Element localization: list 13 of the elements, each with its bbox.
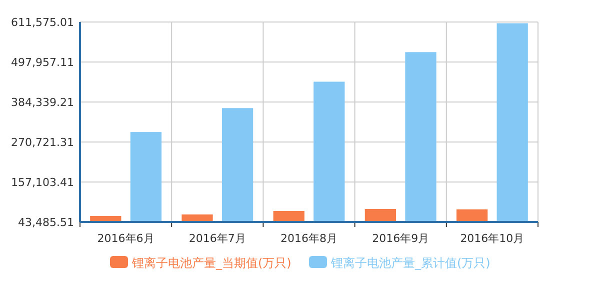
x-tick-label: 2016年8月 [280, 232, 338, 245]
y-tick-label: 497,957.11 [11, 56, 74, 69]
y-tick-label: 157,103.41 [11, 176, 74, 189]
y-tick-label: 384,339.21 [11, 96, 74, 109]
x-tick-label: 2016年7月 [188, 232, 246, 245]
x-tick-label: 2016年10月 [460, 232, 524, 245]
x-tick-label: 2016年9月 [372, 232, 430, 245]
legend-label: 锂离子电池产量_当期值(万只) [131, 256, 292, 270]
y-tick-label: 611,575.01 [11, 16, 74, 29]
x-tick-label: 2016年6月 [97, 232, 154, 245]
y-tick-label: 270,721.31 [11, 136, 74, 149]
legend-label: 锂离子电池产量_累计值(万只) [330, 256, 490, 270]
y-tick-label: 43,485.51 [18, 216, 74, 229]
